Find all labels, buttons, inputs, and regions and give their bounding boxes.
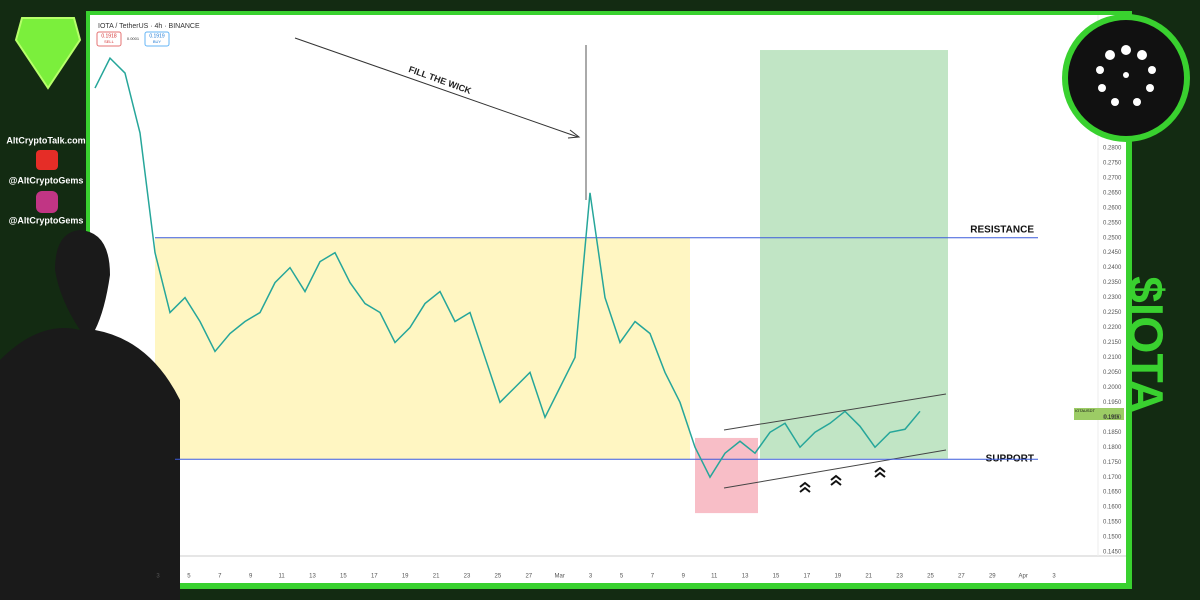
x-tick-label: 17 <box>371 574 378 580</box>
chart-panel <box>90 15 1126 583</box>
x-tick-label: 5 <box>620 574 624 580</box>
x-tick-label: 19 <box>834 574 841 580</box>
x-tick-label: 3 <box>1052 574 1056 580</box>
buy-label: BUY <box>153 39 162 44</box>
spread: 0.0001 <box>127 36 140 41</box>
y-tick-label: 0.1500 <box>1103 535 1122 541</box>
sell-label: SELL <box>104 39 115 44</box>
y-tick-label: 0.1650 <box>1103 490 1122 496</box>
x-tick-label: 7 <box>651 574 655 580</box>
instagram: @AltCryptoGems <box>9 215 84 225</box>
channel-bottom <box>723 449 947 489</box>
x-tick-label: 23 <box>464 574 471 580</box>
x-tick-label: 9 <box>682 574 686 580</box>
y-tick-label: 0.1550 <box>1103 520 1122 526</box>
zone-stop <box>695 437 758 514</box>
y-tick-label: 0.2050 <box>1103 370 1122 376</box>
y-tick-label: 0.2100 <box>1103 355 1122 361</box>
x-tick-label: 25 <box>927 574 934 580</box>
y-tick-label: 0.1800 <box>1103 445 1122 451</box>
iota-logo <box>1096 45 1156 106</box>
x-tick-label: 17 <box>804 574 811 580</box>
x-tick-label: 29 <box>989 574 996 580</box>
y-tick-label: 0.1750 <box>1103 460 1122 466</box>
y-tick-label: 0.2000 <box>1103 385 1122 391</box>
y-tick-label: 0.2350 <box>1103 280 1122 286</box>
x-tick-label: 3 <box>156 574 160 580</box>
resistance-label: RESISTANCE <box>970 225 1034 236</box>
x-tick-label: 3 <box>589 574 593 580</box>
buy-box <box>144 31 170 47</box>
youtube: @AltCryptoGems <box>9 175 84 185</box>
y-tick-label: 0.2300 <box>1103 295 1122 301</box>
x-tick-label: 27 <box>525 574 532 580</box>
x-tick-label: 15 <box>773 574 780 580</box>
x-tick-label: 13 <box>309 574 316 580</box>
zone-range <box>155 237 690 460</box>
price-line <box>94 56 921 479</box>
y-tick-label: 0.2400 <box>1103 265 1122 271</box>
x-tick-label: 15 <box>340 574 347 580</box>
y-tick-label: 0.2600 <box>1103 205 1122 211</box>
zone-target <box>760 50 948 459</box>
channel-top <box>723 393 947 431</box>
last-price: 0.1916 <box>1104 414 1120 420</box>
y-tick-label: 0.2500 <box>1103 235 1122 241</box>
chart-header: IOTA / TetherUS · 4h · BINANCE <box>98 23 200 30</box>
x-tick-label: 11 <box>278 574 285 580</box>
y-tick-label: 0.2450 <box>1103 250 1122 256</box>
x-tick-label: 11 <box>711 574 718 580</box>
x-tick-label: 5 <box>187 574 191 580</box>
y-tick-label: 0.2700 <box>1103 175 1122 181</box>
arrow <box>294 37 579 138</box>
y-tick-label: 0.1950 <box>1103 400 1122 406</box>
y-tick-label: 0.2250 <box>1103 310 1122 316</box>
y-tick-label: 0.1900 <box>1103 415 1122 421</box>
y-tick-label: 0.1700 <box>1103 475 1122 481</box>
x-tick-label: 19 <box>402 574 409 580</box>
x-tick-label: Mar <box>555 574 565 580</box>
buy-price: 0.1919 <box>149 33 165 39</box>
y-tick-label: 0.2650 <box>1103 190 1122 196</box>
youtube-icon <box>36 150 58 170</box>
x-tick-label: 25 <box>495 574 502 580</box>
symbol: IOTAUSDT <box>1075 408 1095 413</box>
logo <box>14 17 82 90</box>
presenter <box>0 230 180 600</box>
x-tick-label: Apr <box>1019 574 1028 580</box>
y-tick-label: 0.2200 <box>1103 325 1122 331</box>
sell-box <box>96 31 122 47</box>
x-tick-label: 23 <box>896 574 903 580</box>
sell-price: 0.1918 <box>101 33 117 39</box>
site: AltCryptoTalk.com <box>6 135 85 145</box>
price-tag <box>1074 408 1124 420</box>
arrow-head <box>567 129 581 139</box>
x-tick-label: 21 <box>865 574 872 580</box>
x-tick-label: 27 <box>958 574 965 580</box>
y-tick-label: 0.1850 <box>1103 430 1122 436</box>
y-tick-label: 0.2150 <box>1103 340 1122 346</box>
y-tick-label: 0.1600 <box>1103 505 1122 511</box>
x-tick-label: 21 <box>433 574 440 580</box>
chevrons <box>799 466 886 493</box>
y-tick-label: 0.1450 <box>1103 550 1122 556</box>
x-tick-label: 13 <box>742 574 749 580</box>
ticker: $IOTA <box>1118 276 1171 414</box>
x-tick-label: 7 <box>218 574 222 580</box>
y-tick-label: 0.2550 <box>1103 220 1122 226</box>
y-tick-label: 0.2750 <box>1103 160 1122 166</box>
y-tick-label: 0.2800 <box>1103 145 1122 151</box>
instagram-icon <box>36 191 58 213</box>
x-tick-label: 9 <box>249 574 253 580</box>
